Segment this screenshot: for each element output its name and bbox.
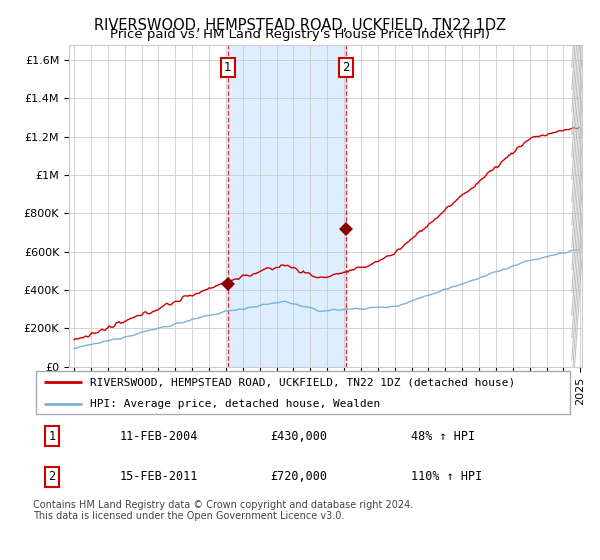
Text: 110% ↑ HPI: 110% ↑ HPI — [411, 470, 482, 483]
Text: Contains HM Land Registry data © Crown copyright and database right 2024.
This d: Contains HM Land Registry data © Crown c… — [33, 500, 413, 521]
FancyBboxPatch shape — [36, 371, 570, 414]
Text: RIVERSWOOD, HEMPSTEAD ROAD, UCKFIELD, TN22 1DZ: RIVERSWOOD, HEMPSTEAD ROAD, UCKFIELD, TN… — [94, 18, 506, 34]
Text: £430,000: £430,000 — [271, 430, 328, 442]
Text: 2: 2 — [49, 470, 55, 483]
Text: 2: 2 — [342, 61, 349, 74]
Text: 48% ↑ HPI: 48% ↑ HPI — [411, 430, 475, 442]
Text: Price paid vs. HM Land Registry's House Price Index (HPI): Price paid vs. HM Land Registry's House … — [110, 28, 490, 41]
Text: RIVERSWOOD, HEMPSTEAD ROAD, UCKFIELD, TN22 1DZ (detached house): RIVERSWOOD, HEMPSTEAD ROAD, UCKFIELD, TN… — [90, 377, 515, 388]
Text: 1: 1 — [49, 430, 55, 442]
Text: £720,000: £720,000 — [271, 470, 328, 483]
Bar — [227, 45, 346, 367]
Text: 1: 1 — [224, 61, 232, 74]
Text: 11-FEB-2004: 11-FEB-2004 — [119, 430, 198, 442]
Text: HPI: Average price, detached house, Wealden: HPI: Average price, detached house, Weal… — [90, 399, 380, 409]
Text: 15-FEB-2011: 15-FEB-2011 — [119, 470, 198, 483]
